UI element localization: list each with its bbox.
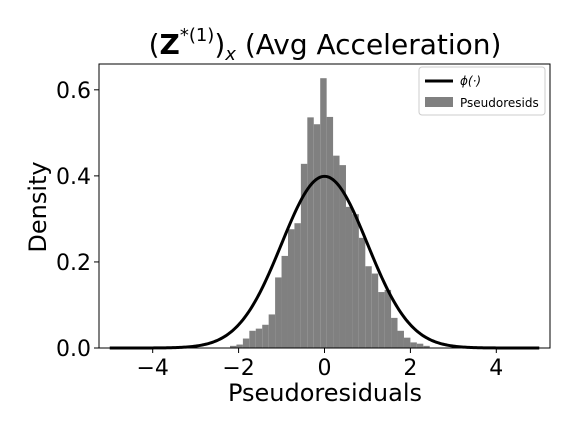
histogram-bar (397, 330, 404, 348)
y-tick-label: 0.6 (56, 79, 91, 104)
legend-curve-label: ϕ(·) (460, 74, 481, 88)
legend-hist-swatch (425, 97, 453, 107)
title-superscript: *(1) (180, 25, 215, 46)
y-tick-label: 0.4 (56, 165, 91, 190)
legend-hist-label: Pseudoresids (460, 96, 539, 110)
normal-pdf-curve (109, 174, 540, 350)
histogram-bar (307, 117, 314, 348)
histogram-bar (391, 317, 398, 348)
histogram-bar (262, 324, 269, 348)
legend: ϕ(·) Pseudoresids (418, 66, 546, 116)
x-tick-label: −2 (222, 356, 254, 381)
histogram-bar (416, 343, 424, 348)
histogram-bar (378, 292, 385, 348)
title-close: ) (214, 28, 225, 61)
x-tick-label: −4 (136, 356, 168, 381)
title-subscript: x (224, 44, 236, 65)
histogram-bar (384, 289, 392, 348)
histogram-bar (300, 163, 308, 348)
title-tail: (Avg Acceleration) (236, 28, 502, 61)
histogram-bar (249, 330, 256, 348)
histogram-bar (333, 155, 340, 348)
histogram-bar (255, 328, 263, 348)
histogram-bar (242, 338, 250, 348)
x-axis-label: Pseudoresiduals (228, 379, 422, 407)
title-open: ( (149, 28, 160, 61)
title-bold: Z (160, 28, 180, 61)
histogram-bar (230, 345, 237, 348)
histogram-bar (281, 255, 288, 348)
histogram-bar (313, 124, 321, 348)
y-axis-ticks: 0.0 0.2 0.4 0.6 (56, 79, 99, 362)
histogram-bar (345, 206, 353, 348)
x-axis-ticks: −4 −2 0 2 4 (136, 348, 503, 381)
histogram-bar (358, 237, 366, 348)
x-tick-label: 2 (403, 356, 417, 381)
y-tick-label: 0.0 (56, 337, 91, 362)
y-tick-label: 0.2 (56, 251, 91, 276)
histogram-bar (371, 273, 379, 348)
histogram-bar (287, 229, 295, 348)
histogram-bar (352, 214, 359, 348)
histogram-bar (423, 345, 430, 348)
histogram-bar (268, 314, 276, 348)
histogram-bars (230, 78, 430, 348)
histogram-bar (326, 116, 334, 348)
histogram-bar (294, 223, 301, 348)
histogram-bar (365, 266, 372, 348)
histogram-bar (236, 344, 243, 348)
histogram-bar (403, 337, 411, 348)
x-tick-label: 0 (318, 356, 332, 381)
x-tick-label: 4 (489, 356, 503, 381)
histogram-bar (320, 78, 327, 348)
histogram-bar (339, 165, 346, 348)
chart-title: (Z*(1))x (Avg Acceleration) (149, 25, 502, 65)
y-axis-label: Density (24, 161, 52, 252)
histogram-bar (275, 277, 282, 348)
histogram-bar (410, 342, 417, 348)
